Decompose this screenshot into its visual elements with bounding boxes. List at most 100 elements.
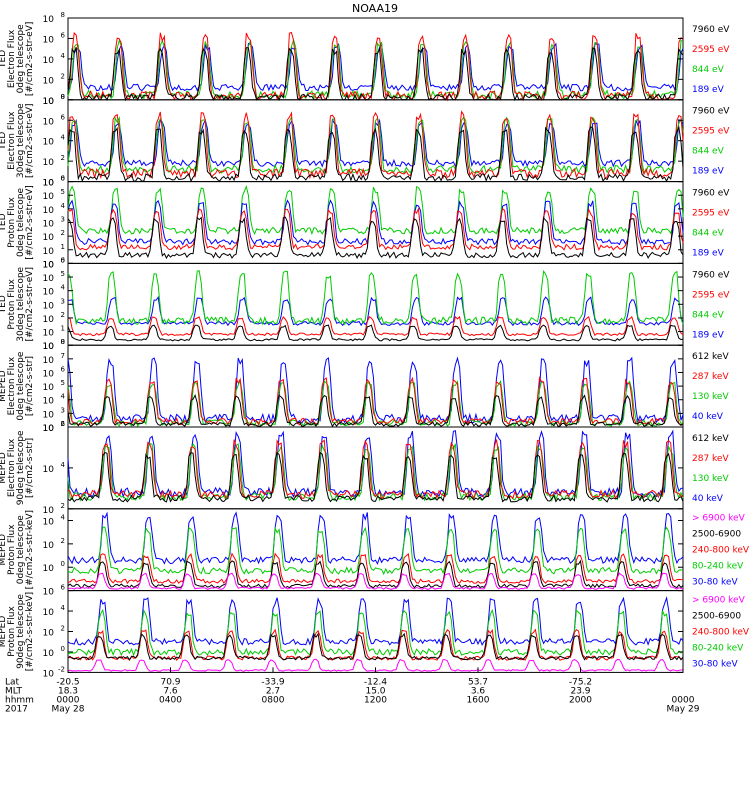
y-tick-label: 10: [43, 465, 55, 475]
legend-label: 30-80 keV: [692, 578, 738, 588]
y-tick-label: 10: [43, 369, 55, 379]
y-tick-label: 10: [43, 192, 55, 202]
y-tick-label: 10: [43, 220, 55, 230]
y-axis-label-line: Proton Flux: [7, 524, 17, 575]
y-tick-label: 10: [43, 247, 55, 257]
y-axis-label-line: MEPED: [0, 534, 8, 566]
legend-label: 2595 eV: [692, 45, 730, 55]
y-tick-label: 10: [43, 342, 55, 352]
y-tick-label: 10: [43, 410, 55, 420]
legend-label: 844 eV: [692, 310, 725, 320]
y-axis-label-line: MEPED: [0, 452, 8, 484]
legend-label: 2595 eV: [692, 127, 730, 137]
x-row-label: hhmm: [5, 695, 34, 705]
x-tick-label: -75.2: [569, 677, 592, 687]
y-tick-exponent: 8: [61, 11, 65, 19]
y-tick-exponent: 0: [61, 256, 65, 264]
y-tick-label: 10: [43, 206, 55, 216]
legend-label: 844 eV: [692, 65, 725, 75]
legend-label: 40 keV: [692, 494, 724, 504]
y-tick-label: 10: [43, 97, 55, 107]
series-2595-ev: [67, 315, 684, 337]
x-tick-label: 23.9: [570, 686, 590, 696]
y-axis-label-line: [#/cm2-s-str]: [25, 356, 35, 416]
legend-label: 2595 eV: [692, 290, 730, 300]
x-tick-label: 3.6: [471, 686, 486, 696]
y-axis-label-line: [#/cm2-s-str-eV]: [25, 103, 35, 178]
series-2595-ev: [67, 207, 684, 252]
y-tick-label: 10: [43, 260, 55, 270]
y-axis-label-line: 0deg telescope: [16, 515, 26, 585]
y-tick-label: 10: [43, 260, 55, 270]
y-axis-label-line: TED: [0, 132, 8, 151]
legend-label: 80-240 keV: [692, 562, 744, 572]
y-tick-exponent: 2: [61, 229, 65, 237]
y-tick-exponent: 2: [61, 502, 65, 510]
y-axis-label-line: [#/cm2-s-str-eV]: [25, 185, 35, 260]
y-tick-exponent: 1: [61, 325, 65, 333]
x-tick-label: May 29: [667, 704, 700, 714]
series-287-kev: [67, 376, 684, 426]
y-tick-exponent: 4: [61, 202, 66, 210]
x-tick-label: -12.4: [364, 677, 388, 687]
y-tick-exponent: -2: [58, 665, 65, 673]
y-axis-label-line: 90deg telescope: [16, 430, 26, 505]
legend-label: 287 keV: [692, 372, 729, 382]
y-axis-label-line: [#/cm2-s-str-eV]: [25, 22, 35, 97]
series-80-240-kev: [67, 608, 684, 657]
legend-label: 612 keV: [692, 434, 729, 444]
y-axis-label-line: Electron Flux: [7, 438, 17, 497]
y-tick-label: 10: [43, 158, 55, 168]
series-7960-ev: [67, 216, 684, 260]
series-189-ev: [67, 199, 684, 246]
y-tick-exponent: 4: [61, 461, 66, 469]
y-axis-label-line: TED: [0, 213, 8, 232]
y-tick-label: 10: [43, 649, 55, 659]
y-tick-exponent: 0: [61, 645, 65, 653]
y-tick-label: 10: [43, 97, 55, 107]
y-axis-label-line: 30deg telescope: [16, 266, 26, 341]
y-tick-exponent: 6: [61, 31, 66, 39]
y-axis-label-line: [#/cm2-s-str-keV]: [25, 510, 35, 589]
y-tick-exponent: 0: [61, 338, 65, 346]
legend-label: 7960 eV: [692, 107, 730, 117]
legend-label: 2500-6900: [692, 612, 741, 622]
y-axis-label: MEPEDProton Flux0deg telescope[#/cm2-s-s…: [0, 510, 35, 589]
legend-label: 130 keV: [692, 392, 729, 402]
y-axis-label: TEDProton Flux30deg telescope[#/cm2-s-st…: [0, 266, 35, 341]
y-tick-exponent: 6: [61, 256, 66, 264]
y-tick-label: 10: [43, 15, 55, 25]
y-tick-label: 10: [43, 76, 55, 86]
y-tick-exponent: 6: [61, 584, 66, 592]
x-tick-label: 15.0: [365, 686, 385, 696]
y-tick-label: 10: [43, 274, 55, 284]
y-tick-exponent: 7: [61, 352, 65, 360]
y-tick-label: 10: [43, 56, 55, 66]
y-tick-label: 10: [43, 424, 55, 434]
y-tick-exponent: 8: [61, 338, 65, 346]
y-axis-label-line: Proton Flux: [7, 278, 17, 329]
y-tick-exponent: 2: [61, 625, 65, 633]
y-tick-exponent: 0: [61, 93, 65, 101]
y-axis-label-line: Electron Flux: [7, 356, 17, 415]
legend-label: 80-240 keV: [692, 644, 744, 654]
panel-3: 10 0 10 1 10 2 10 3 10 4 10 5 10 6 TEDProton Flux0deg …: [0, 175, 730, 271]
series-287-kev: [67, 439, 684, 500]
y-axis-label-line: 0deg telescope: [16, 188, 26, 258]
y-axis-label: TEDElectron Flux0deg telescope[#/cm2-s-s…: [0, 22, 35, 97]
y-tick-exponent: 2: [61, 537, 65, 545]
y-tick-exponent: 5: [61, 379, 65, 387]
y-tick-label: 10: [43, 424, 55, 434]
series-80-240-kev: [67, 526, 684, 576]
y-axis-label-line: 90deg telescope: [16, 594, 26, 669]
y-tick-label: 10: [43, 517, 55, 527]
y-tick-exponent: 0: [61, 560, 65, 568]
x-tick-label: -20.5: [56, 677, 79, 687]
legend-label: 7960 eV: [692, 25, 730, 35]
y-tick-label: 10: [43, 564, 55, 574]
y-axis-label-line: 30deg telescope: [16, 103, 26, 178]
x-tick-label: 1600: [467, 695, 490, 705]
y-axis-label-line: Proton Flux: [7, 197, 17, 248]
